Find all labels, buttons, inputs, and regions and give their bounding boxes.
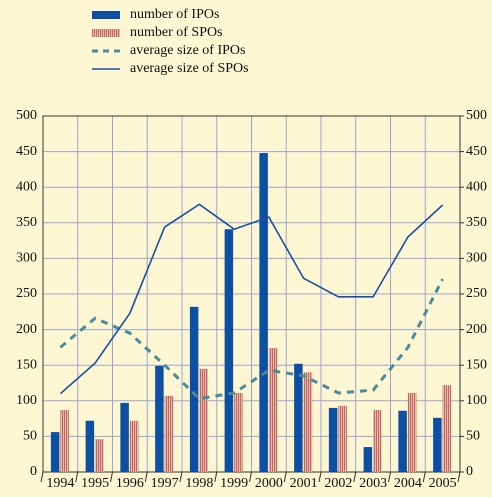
x-tick [214, 471, 218, 483]
bar [373, 410, 382, 472]
bar [328, 407, 338, 472]
y-tick-label: 350 [16, 215, 37, 230]
bar [95, 439, 104, 472]
x-tick-label: 2000 [255, 476, 283, 491]
x-tick-label: 1996 [116, 476, 144, 491]
x-tick [40, 471, 44, 483]
bar [85, 420, 95, 472]
legend-label: average size of IPOs [130, 43, 245, 58]
bar [224, 229, 234, 472]
bar [189, 306, 199, 472]
x-tick [249, 471, 252, 483]
y2-tick-label: 100 [466, 393, 487, 408]
legend-label: number of SPOs [130, 25, 223, 40]
line [59, 278, 444, 401]
legend-swatch [92, 29, 120, 37]
bar [60, 410, 69, 472]
bar [234, 392, 243, 472]
bar [398, 410, 407, 472]
y2-tick-label: 50 [466, 429, 480, 444]
x-tick [457, 471, 461, 483]
bar [120, 402, 129, 472]
y-tick-label: 0 [30, 464, 37, 479]
x-tick-label: 1995 [81, 476, 109, 491]
x-tick [283, 471, 287, 483]
x-tick-label: 2001 [290, 476, 318, 491]
bar [129, 420, 139, 472]
bar [155, 365, 164, 472]
x-tick-label: 1994 [46, 476, 74, 491]
y2-tick-label: 350 [466, 215, 487, 230]
bar [259, 153, 268, 473]
x-tick [179, 471, 183, 483]
plot-frame [42, 115, 461, 473]
y2-tick-label: 250 [466, 286, 487, 301]
x-tick-label: 1999 [220, 476, 248, 491]
legend-label: number of IPOs [130, 7, 219, 22]
legend-label: average size of SPOs [130, 61, 249, 76]
x-tick-label: 2004 [394, 476, 422, 491]
x-tick-label: 2005 [429, 476, 457, 491]
x-tick [353, 471, 357, 483]
x-tick [388, 471, 391, 483]
y-tick-label: 100 [16, 393, 37, 408]
x-tick [318, 471, 322, 483]
y2-tick-label: 150 [466, 357, 487, 372]
x-tick [144, 471, 148, 483]
bar [433, 417, 442, 472]
bar [268, 348, 278, 472]
x-tick [422, 471, 426, 483]
bar [303, 372, 313, 472]
x-tick-label: 2003 [359, 476, 387, 491]
bar [442, 385, 452, 472]
y2-tick-label: 200 [466, 322, 487, 337]
bar [294, 363, 303, 472]
bar [407, 392, 417, 472]
bar [363, 447, 373, 472]
legend-swatch [92, 11, 120, 19]
y2-tick-label: 0 [466, 464, 473, 479]
bar [199, 368, 208, 472]
x-tick-label: 1998 [185, 476, 213, 491]
bar [338, 405, 347, 472]
line [59, 203, 444, 395]
y2-tick-label: 500 [466, 108, 487, 123]
x-tick [75, 471, 79, 483]
y-tick-label: 250 [16, 286, 37, 301]
y2-tick-label: 300 [466, 251, 487, 266]
x-tick [110, 471, 113, 483]
y-tick-label: 400 [16, 179, 37, 194]
y2-tick-label: 400 [466, 179, 487, 194]
y-tick-label: 150 [16, 357, 37, 372]
y-tick-label: 50 [23, 429, 37, 444]
y-tick-label: 300 [16, 251, 37, 266]
x-tick-label: 1997 [151, 476, 179, 491]
y2-tick-label: 450 [466, 144, 487, 159]
bar [164, 395, 174, 472]
y-tick-label: 200 [16, 322, 37, 337]
y-tick-label: 500 [16, 108, 37, 123]
bar [50, 432, 60, 472]
y-tick-label: 450 [16, 144, 37, 159]
x-tick-label: 2002 [324, 476, 352, 491]
